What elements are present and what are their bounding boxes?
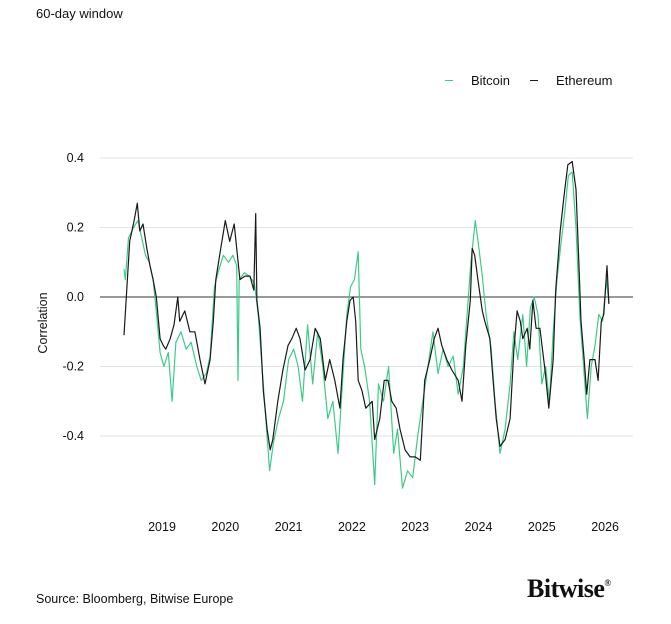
y-tick-label: 0.2 [67, 221, 84, 235]
logo-mark: ® [604, 578, 611, 588]
y-tick-label: 0.0 [67, 290, 84, 304]
x-tick-label: 2025 [528, 520, 556, 534]
legend: Bitcoin Ethereum [445, 73, 632, 88]
y-axis-label: Correlation [36, 292, 50, 353]
bitwise-logo: Bitwise® [527, 574, 611, 604]
y-tick-label: 0.4 [67, 151, 84, 165]
x-tick-label: 2026 [591, 520, 619, 534]
x-tick-label: 2020 [211, 520, 239, 534]
y-tick-label: -0.4 [62, 429, 84, 443]
legend-label-bitcoin: Bitcoin [471, 73, 511, 88]
x-tick-label: 2023 [401, 520, 429, 534]
source-note: Source: Bloomberg, Bitwise Europe [36, 592, 234, 606]
x-tick-label: 2024 [465, 520, 493, 534]
y-tick-label: -0.2 [62, 360, 84, 374]
legend-item-ethereum: Ethereum [530, 73, 612, 88]
x-tick-label: 2022 [338, 520, 366, 534]
logo-text: Bitwise [527, 574, 605, 603]
x-tick-label: 2019 [148, 520, 176, 534]
chart-subtitle: 60-day window [36, 6, 123, 21]
series-line-ethereum [123, 160, 610, 461]
series-line-bitcoin [123, 171, 610, 489]
legend-swatch-ethereum [530, 79, 539, 82]
legend-swatch-bitcoin [445, 79, 453, 82]
x-tick-label: 2021 [275, 520, 303, 534]
legend-label-ethereum: Ethereum [556, 73, 613, 88]
legend-item-bitcoin: Bitcoin [445, 73, 510, 88]
